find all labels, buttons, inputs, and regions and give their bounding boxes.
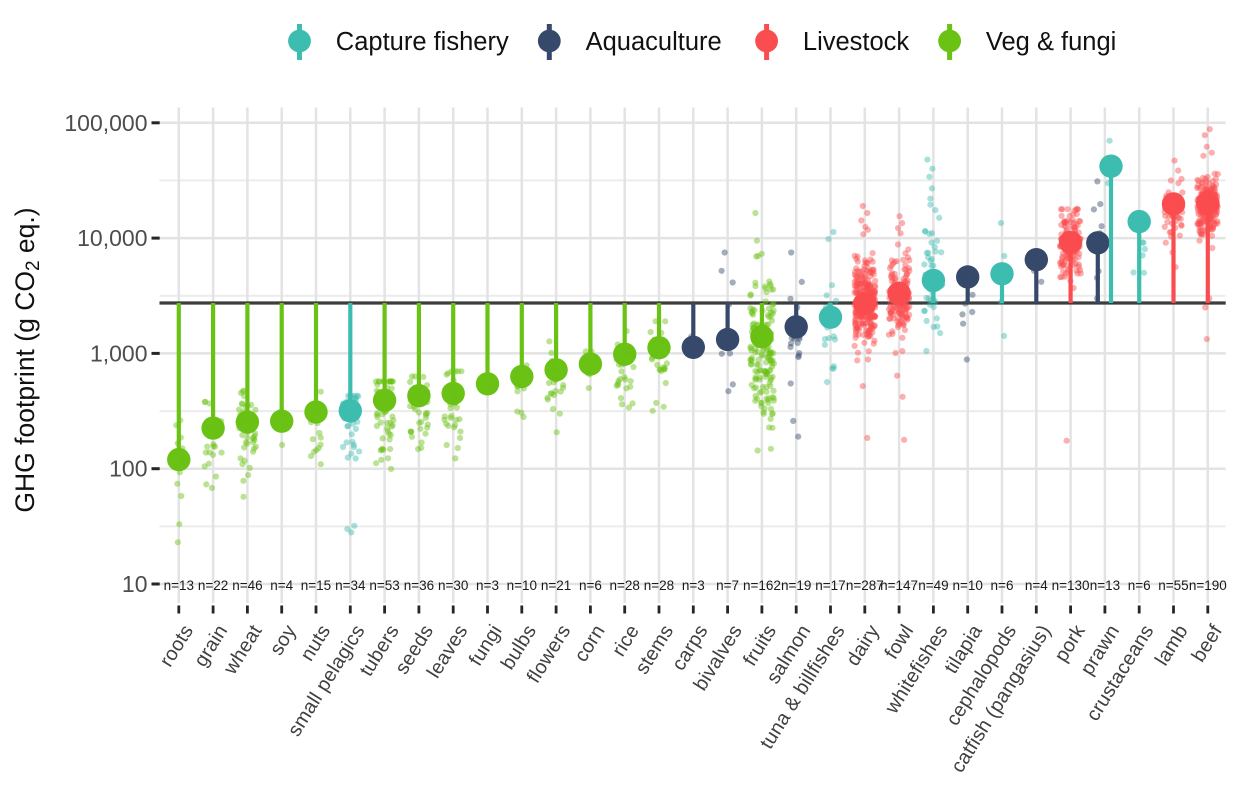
svg-text:1,000: 1,000 [90,340,148,366]
svg-text:n=13: n=13 [164,578,194,593]
svg-text:10,000: 10,000 [77,225,147,251]
svg-text:n=36: n=36 [404,578,434,593]
svg-text:n=22: n=22 [198,578,228,593]
svg-text:n=162: n=162 [743,578,781,593]
svg-text:n=30: n=30 [438,578,468,593]
svg-text:n=6: n=6 [1128,578,1151,593]
svg-text:n=190: n=190 [1189,578,1227,593]
svg-text:n=6: n=6 [991,578,1014,593]
svg-text:n=3: n=3 [476,578,499,593]
svg-text:n=4: n=4 [1025,578,1048,593]
svg-text:GHG footprint (g CO2 eq.): GHG footprint (g CO2 eq.) [10,207,44,512]
svg-text:n=13: n=13 [1090,578,1120,593]
svg-text:n=147: n=147 [880,578,918,593]
svg-text:n=10: n=10 [952,578,982,593]
svg-text:n=6: n=6 [579,578,602,593]
svg-text:n=49: n=49 [918,578,948,593]
svg-text:n=28: n=28 [644,578,674,593]
svg-text:100: 100 [109,456,147,482]
svg-text:n=130: n=130 [1052,578,1090,593]
svg-text:n=17: n=17 [815,578,845,593]
svg-text:n=3: n=3 [682,578,705,593]
svg-text:n=28: n=28 [609,578,639,593]
svg-text:Veg & fungi: Veg & fungi [986,28,1116,56]
svg-text:n=10: n=10 [507,578,537,593]
svg-text:Aquaculture: Aquaculture [586,28,722,56]
svg-text:100,000: 100,000 [64,110,147,136]
svg-text:Capture fishery: Capture fishery [336,28,509,56]
svg-text:10: 10 [122,571,148,597]
svg-text:n=15: n=15 [301,578,331,593]
svg-text:n=7: n=7 [716,578,739,593]
svg-text:n=34: n=34 [335,578,366,593]
svg-text:Livestock: Livestock [803,28,910,56]
svg-text:n=53: n=53 [369,578,399,593]
svg-text:n=19: n=19 [781,578,811,593]
svg-text:n=287: n=287 [846,578,884,593]
svg-text:n=55: n=55 [1158,578,1188,593]
svg-text:n=21: n=21 [541,578,571,593]
svg-text:n=46: n=46 [232,578,262,593]
svg-text:n=4: n=4 [270,578,293,593]
